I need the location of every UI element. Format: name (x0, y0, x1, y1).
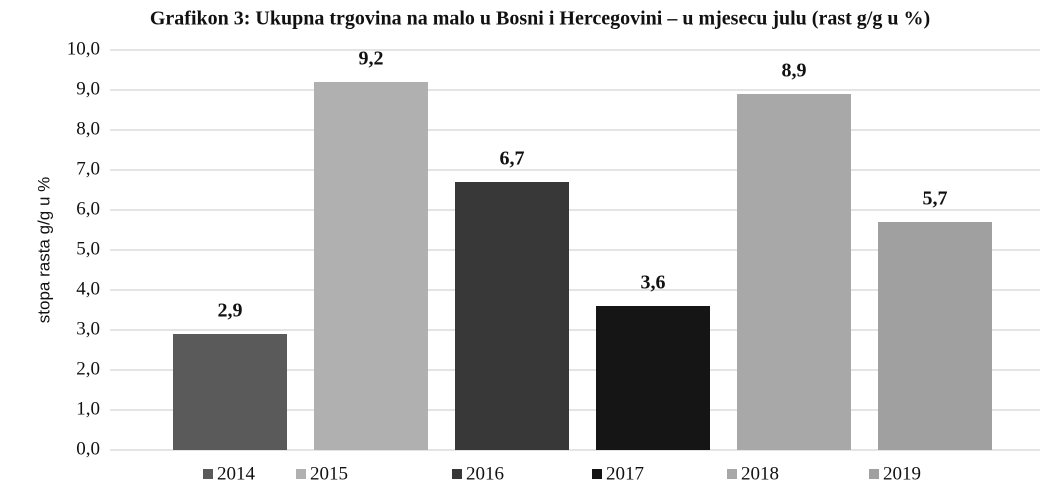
data-label: 8,9 (782, 60, 807, 82)
y-tick-label: 8,0 (76, 118, 100, 139)
legend-swatch (203, 469, 213, 479)
legend-label: 2017 (606, 463, 644, 484)
legend-label: 2016 (466, 463, 504, 484)
legend-label: 2014 (217, 463, 256, 484)
y-tick-label: 6,0 (76, 198, 100, 219)
data-label: 5,7 (923, 188, 948, 210)
legend-label: 2018 (741, 463, 779, 484)
data-label: 2,9 (218, 300, 243, 322)
legend-swatch (727, 469, 737, 479)
y-tick-label: 1,0 (76, 398, 100, 419)
y-tick-label: 3,0 (76, 318, 100, 339)
y-tick-label: 2,0 (76, 358, 100, 379)
legend-swatch (296, 469, 306, 479)
y-tick-label: 9,0 (76, 78, 100, 99)
bar (596, 306, 710, 450)
legend-swatch (869, 469, 879, 479)
bar (878, 222, 992, 450)
legend-label: 2015 (310, 463, 348, 484)
bar (314, 82, 428, 450)
bar (737, 94, 851, 450)
bar (173, 334, 287, 450)
legend-swatch (452, 469, 462, 479)
legend-swatch (592, 469, 602, 479)
legend-label: 2019 (883, 463, 921, 484)
y-tick-label: 7,0 (76, 158, 100, 179)
data-label: 9,2 (359, 48, 384, 70)
data-label: 6,7 (500, 148, 525, 170)
y-axis-label: stopa rasta g/g u % (34, 177, 53, 323)
y-tick-label: 0,0 (76, 438, 100, 459)
y-tick-label: 5,0 (76, 238, 100, 259)
y-tick-label: 10,0 (67, 38, 100, 59)
bar (455, 182, 569, 450)
chart-title: Grafikon 3: Ukupna trgovina na malo u Bo… (150, 8, 930, 30)
data-label: 3,6 (641, 272, 666, 294)
y-tick-label: 4,0 (76, 278, 100, 299)
